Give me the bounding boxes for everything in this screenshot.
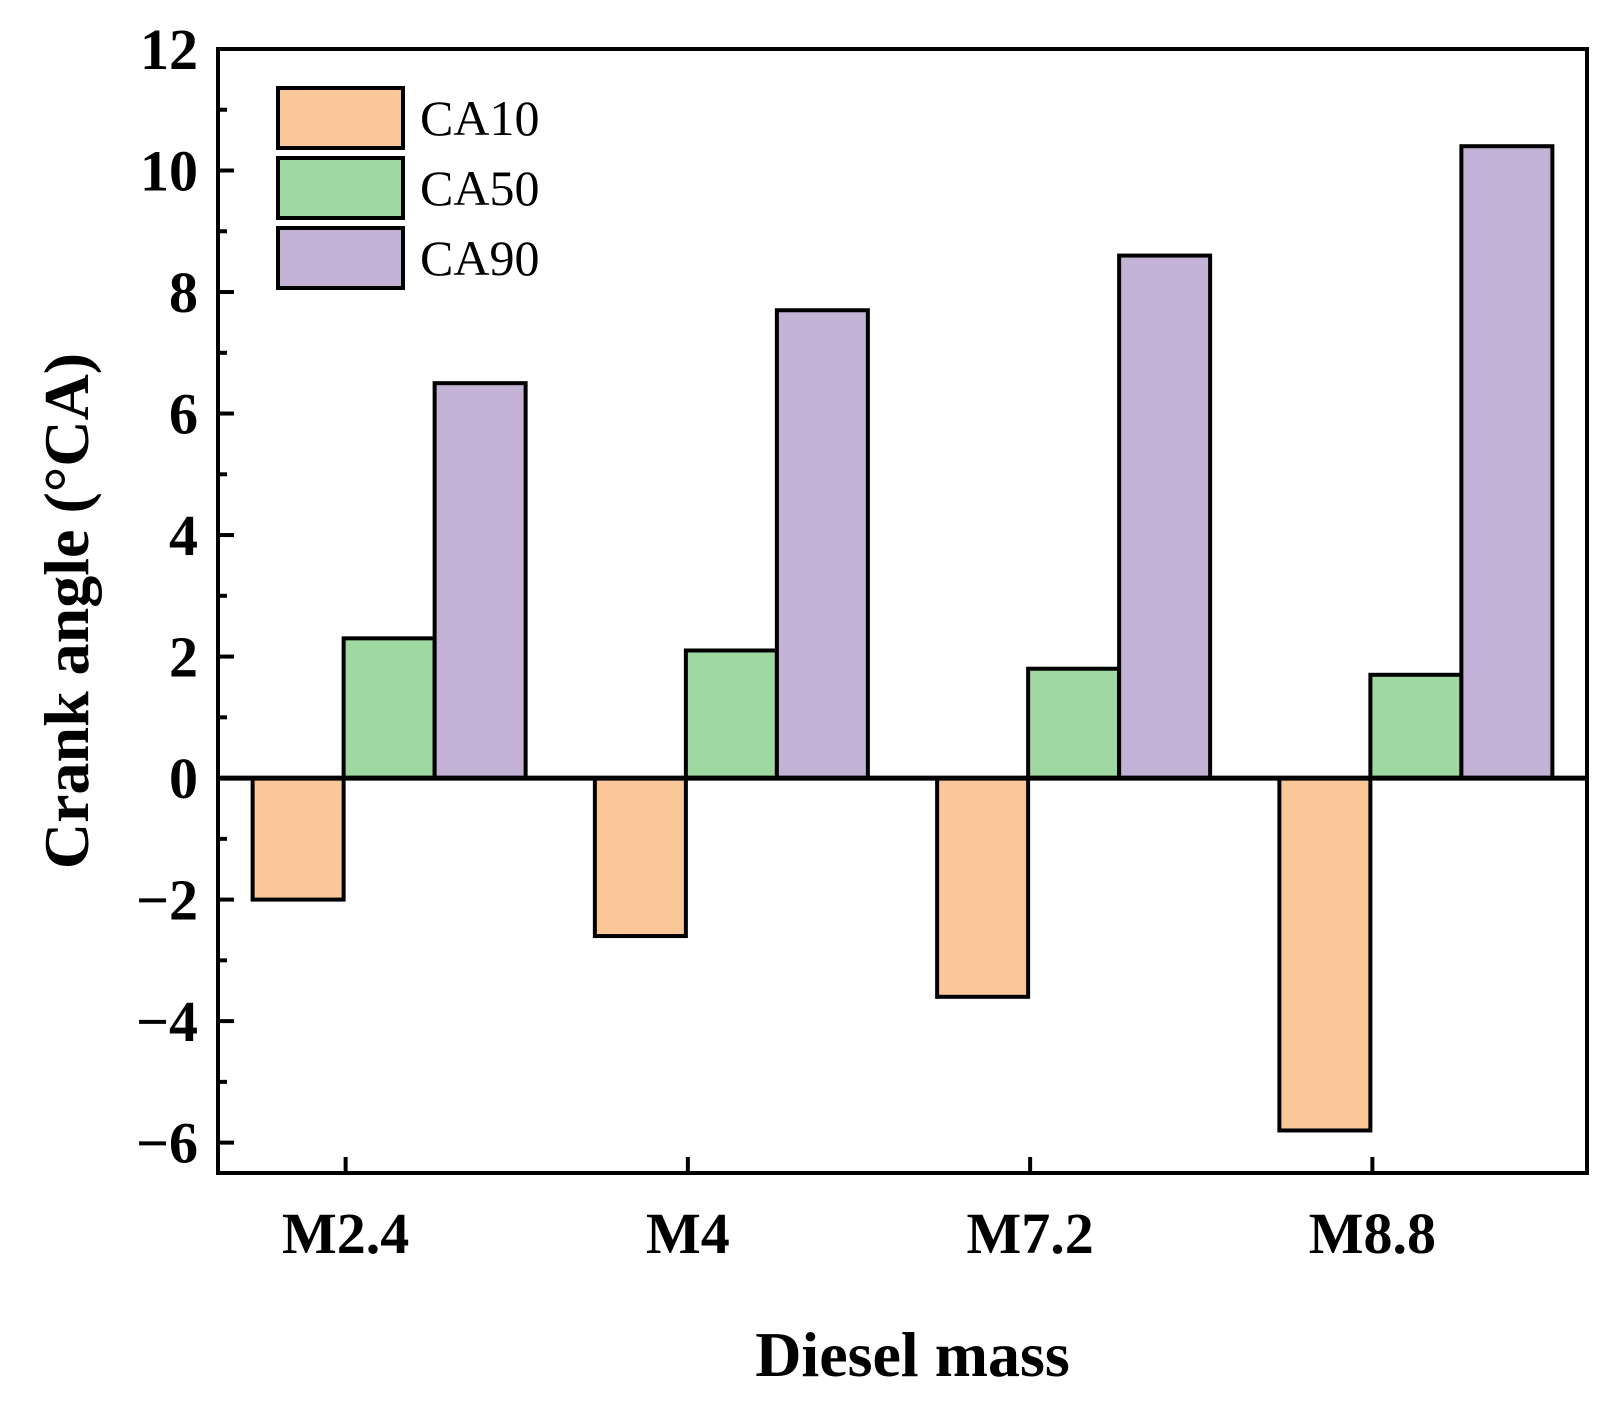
- legend-label-ca90: CA90: [420, 230, 539, 286]
- y-tick-label: 6: [169, 382, 198, 447]
- x-axis: M2.4 M4 M7.2 M8.8: [282, 1157, 1436, 1266]
- bar-ca50-m7-2: [1026, 666, 1122, 781]
- legend-swatch-ca10: [276, 86, 405, 150]
- bar-ca90-m7-2: [1117, 253, 1213, 781]
- bar-ca10-m2-4: [250, 776, 346, 902]
- y-tick-label: 0: [169, 746, 198, 811]
- legend: CA10 CA50 CA90: [276, 86, 539, 290]
- bar-ca50-m8-8: [1368, 672, 1464, 781]
- legend-swatch-ca90: [276, 226, 405, 290]
- y-tick-label: 12: [140, 17, 198, 82]
- bar-ca10-m8-8: [1277, 776, 1373, 1133]
- y-tick-label: −2: [136, 868, 198, 933]
- y-axis: −6 −4 −2 0 2 4 6 8 10 12: [136, 17, 234, 1176]
- legend-label-ca50: CA50: [420, 160, 539, 216]
- y-tick-label: −6: [136, 1111, 198, 1176]
- bar-ca90-m4: [774, 308, 870, 781]
- bar-ca50-m2-4: [341, 636, 437, 781]
- bars-layer: [250, 144, 1555, 1133]
- bar-ca10-m7-2: [935, 776, 1031, 999]
- y-tick-label: 8: [169, 260, 198, 325]
- x-axis-title: Diesel mass: [755, 1319, 1070, 1390]
- bar-ca90-m8-8: [1459, 144, 1555, 781]
- y-axis-title: Crank angle (°CA): [31, 353, 102, 869]
- x-tick-label: M2.4: [282, 1201, 409, 1266]
- y-tick-label: 4: [169, 503, 198, 568]
- bar-ca90-m2-4: [432, 381, 528, 781]
- x-tick-label: M8.8: [1309, 1201, 1436, 1266]
- x-tick-label: M4: [646, 1201, 730, 1266]
- bar-ca10-m4: [592, 776, 688, 939]
- y-tick-label: 10: [140, 139, 198, 204]
- legend-swatch-ca50: [276, 156, 405, 220]
- plot-frame: [216, 47, 1589, 1175]
- bar-ca50-m4: [683, 648, 779, 781]
- x-tick-label: M7.2: [967, 1201, 1094, 1266]
- y-tick-label: 2: [169, 625, 198, 690]
- legend-label-ca10: CA10: [420, 90, 539, 146]
- y-tick-label: −4: [136, 989, 198, 1054]
